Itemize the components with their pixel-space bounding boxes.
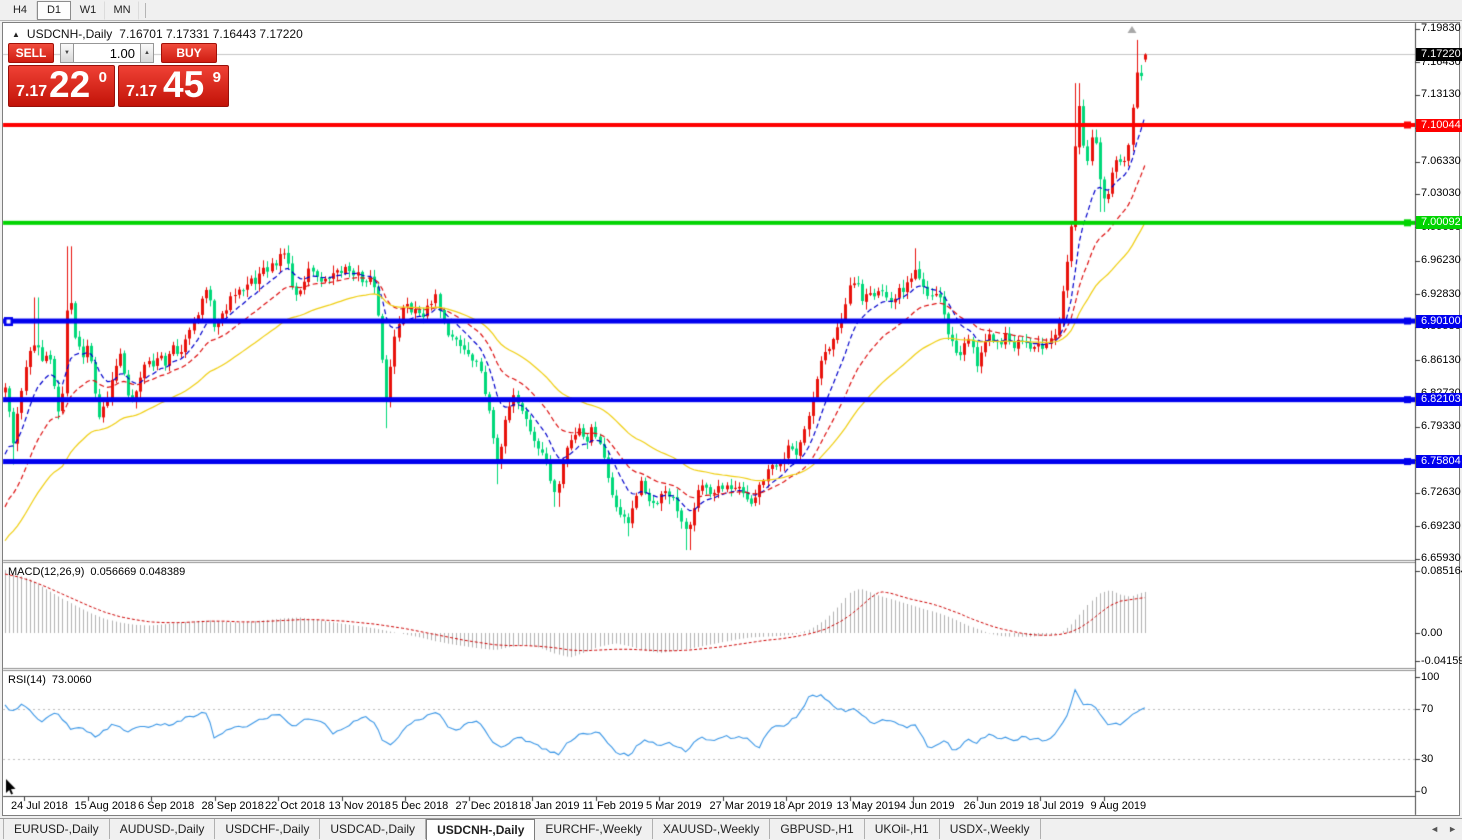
price-tick-label: 7.03030 (1421, 187, 1461, 200)
chevron-up-icon: ▲ (144, 50, 150, 56)
price-tick-label: 6.96230 (1421, 254, 1461, 267)
tab-xauusd-weekly[interactable]: XAUUSD-,Weekly (652, 819, 771, 839)
one-click-trading-panel: SELL ▼ ▲ BUY 7.17 22 0 7.17 45 9 (8, 43, 229, 107)
timeframe-button-d1[interactable]: D1 (37, 0, 71, 20)
date-label: 11 Feb 2019 (582, 800, 644, 812)
price-badge: 7.17220 (1416, 47, 1462, 61)
chart-title: ▲ USDCNH-,Daily 7.16701 7.17331 7.16443 … (12, 27, 303, 41)
tab-eurchf-weekly[interactable]: EURCHF-,Weekly (535, 819, 653, 839)
indicator-tick-label: 30 (1421, 752, 1434, 765)
price-badge: 6.82103 (1416, 393, 1462, 407)
sell-price-sup: 0 (98, 69, 107, 86)
price-badge: 7.10044 (1416, 118, 1462, 132)
tabbar-arrows: ◄ ► (1430, 824, 1457, 834)
rsi-label: RSI(14) 73.0060 (8, 674, 98, 686)
sell-price-box[interactable]: 7.17 22 0 (8, 64, 115, 107)
buy-price-sup: 9 (212, 69, 221, 86)
date-label: 18 Jul 2019 (1027, 800, 1084, 812)
buy-price-prefix: 7.17 (126, 83, 158, 100)
date-label: 18 Apr 2019 (773, 800, 833, 812)
price-axis: 7.198307.164307.131307.097307.063307.030… (1416, 0, 1462, 839)
timeframe-button-w1[interactable]: W1 (71, 0, 105, 20)
date-axis: 24 Jul 2018 15 Aug 2018 6 Sep 2018 28 Sep 2… (0, 799, 1415, 816)
chart-ohlc-values: 7.16701 7.17331 7.16443 7.17220 (119, 27, 303, 41)
tabs-scroll-left-icon[interactable]: ◄ (1430, 824, 1440, 834)
tabs-scroll-right-icon[interactable]: ► (1448, 824, 1457, 834)
tab-usdcnh-daily[interactable]: USDCNH-,Daily (426, 819, 536, 840)
date-label: 27 Mar 2019 (709, 800, 772, 812)
price-tick-label: 6.69230 (1421, 519, 1461, 532)
rsi-value: 73.0060 (51, 674, 92, 686)
chevron-down-icon: ▼ (64, 50, 70, 56)
date-label: 6 Sep 2018 (138, 800, 195, 812)
tab-eurusd-daily[interactable]: EURUSD-,Daily (3, 819, 110, 839)
date-label: 22 Oct 2018 (265, 800, 325, 812)
tab-ukoil-h1[interactable]: UKOil-,H1 (864, 819, 940, 839)
indicator-tick-label: 0.085164 (1421, 564, 1462, 577)
date-label: 13 May 2019 (836, 800, 901, 812)
symbol-tabbar-tabs: EURUSD-,Daily AUDUSD-,Daily USDCHF-,Daily U… (3, 819, 1462, 840)
price-badge: 6.75804 (1416, 455, 1462, 469)
date-label: 27 Dec 2018 (455, 800, 518, 812)
date-label: 26 Jun 2019 (963, 800, 1025, 812)
sell-price-prefix: 7.17 (16, 83, 48, 100)
date-label: 15 Aug 2018 (74, 800, 137, 812)
indicator-tick-label: 0 (1421, 784, 1428, 797)
price-tick-label: 7.19830 (1421, 22, 1461, 35)
price-tick-label: 6.92830 (1421, 287, 1461, 300)
volume-input[interactable] (74, 43, 140, 63)
sell-button[interactable]: SELL (8, 43, 54, 63)
tab-usdchf-daily[interactable]: USDCHF-,Daily (215, 819, 321, 839)
chart-symbol-period: USDCNH-,Daily (26, 27, 113, 41)
date-label: 5 Dec 2018 (392, 800, 449, 812)
sell-price-main: 22 (49, 64, 91, 105)
price-badge: 7.00092 (1416, 216, 1462, 230)
toolbar-separator (145, 2, 146, 18)
indicator-tick-label: -0.041597 (1421, 654, 1462, 667)
price-tick-label: 6.86130 (1421, 353, 1461, 366)
date-label: 28 Sep 2018 (201, 800, 264, 812)
tab-audusd-daily[interactable]: AUDUSD-,Daily (109, 819, 216, 839)
price-tick-label: 6.72630 (1421, 486, 1461, 499)
date-label: 24 Jul 2018 (11, 800, 68, 812)
tab-gbpusd-h1[interactable]: GBPUSD-,H1 (770, 819, 865, 839)
macd-label: MACD(12,26,9) 0.056669 0.048389 (8, 566, 191, 578)
date-label: 5 Mar 2019 (646, 800, 702, 812)
price-tick-label: 6.65930 (1421, 552, 1461, 565)
price-tick-label: 7.13130 (1421, 88, 1461, 101)
macd-name: MACD(12,26,9) (8, 566, 85, 578)
price-tick-label: 6.79330 (1421, 420, 1461, 433)
indicator-tick-label: 70 (1421, 702, 1434, 715)
indicator-tick-label: 100 (1421, 670, 1440, 683)
timeframe-button-mn[interactable]: MN (105, 0, 139, 20)
symbol-tabbar: EURUSD-,Daily AUDUSD-,Daily USDCHF-,Daily U… (0, 818, 1462, 840)
price-badge: 6.90100 (1416, 314, 1462, 328)
timeframe-button-h4[interactable]: H4 (3, 0, 37, 20)
macd-values: 0.056669 0.048389 (90, 566, 186, 578)
buy-price-main: 45 (163, 64, 205, 105)
tab-usdx-weekly[interactable]: USDX-,Weekly (939, 819, 1041, 839)
rsi-name: RSI(14) (8, 674, 46, 686)
buy-button[interactable]: BUY (161, 43, 217, 63)
buy-price-box[interactable]: 7.17 45 9 (118, 64, 229, 107)
volume-increase-button[interactable]: ▲ (140, 43, 154, 63)
tab-usdcad-daily[interactable]: USDCAD-,Daily (320, 819, 427, 839)
date-label: 13 Nov 2018 (328, 800, 391, 812)
collapse-icon[interactable]: ▲ (12, 29, 20, 39)
date-label: 18 Jan 2019 (519, 800, 580, 812)
date-label: 9 Aug 2019 (1090, 800, 1147, 812)
date-label: 4 Jun 2019 (900, 800, 955, 812)
indicator-tick-label: 0.00 (1421, 626, 1443, 639)
volume-decrease-button[interactable]: ▼ (60, 43, 74, 63)
timeframe-toolbar: H4 D1 W1 MN (0, 0, 1462, 21)
price-tick-label: 7.06330 (1421, 155, 1461, 167)
